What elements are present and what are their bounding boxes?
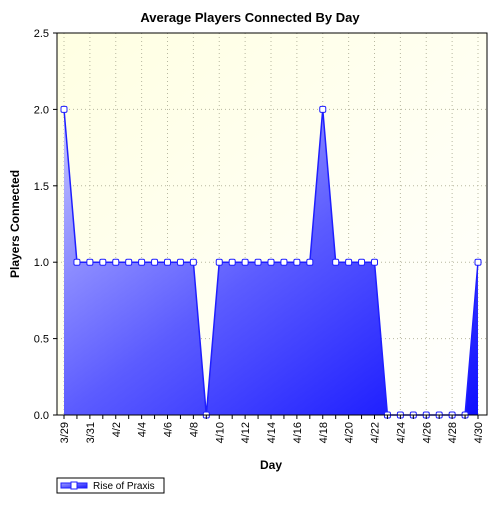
- data-point: [112, 258, 120, 266]
- data-point: [241, 258, 249, 266]
- x-tick-label: 4/12: [240, 422, 252, 443]
- data-point: [358, 258, 366, 266]
- plot-border: [56, 32, 488, 416]
- x-tick-label: 4/28: [447, 422, 459, 443]
- chart-title: Average Players Connected By Day: [140, 10, 360, 25]
- data-point: [189, 258, 197, 266]
- data-point: [371, 258, 378, 266]
- x-axis-ticks: 3/29 3/31 4/2 4/4 4/6 4/8 4/10 4/12 4/14 4/16 4/18…: [59, 415, 485, 443]
- x-tick-label: 3/29: [59, 422, 71, 443]
- x-tick-label: 4/14: [266, 422, 278, 443]
- x-tick-label: 4/26: [421, 422, 433, 443]
- x-tick-label: 4/10: [214, 422, 226, 443]
- data-point: [215, 258, 223, 266]
- x-tick-label: 4/4: [137, 422, 149, 437]
- data-point: [73, 258, 81, 266]
- x-tick-label: 4/20: [344, 422, 356, 443]
- x-tick-label: 3/31: [85, 422, 97, 443]
- legend: Rise of Praxis: [56, 477, 165, 494]
- y-tick-label: 0.0: [34, 410, 49, 422]
- x-axis-label: Day: [260, 458, 282, 472]
- legend-box: [56, 477, 165, 494]
- x-tick-label: 4/16: [292, 422, 304, 443]
- x-tick-label: 4/2: [111, 422, 123, 437]
- legend-label: Rise of Praxis: [93, 481, 155, 492]
- data-point: [164, 258, 171, 266]
- x-tick-label: 4/8: [188, 422, 200, 437]
- data-point: [228, 258, 236, 266]
- y-tick-label: 1.5: [34, 181, 49, 193]
- data-point: [138, 258, 146, 266]
- data-point: [254, 258, 262, 266]
- y-tick-label: 0.5: [34, 334, 49, 346]
- data-point: [60, 105, 68, 113]
- y-axis-label: Players Connected: [8, 170, 22, 278]
- data-point: [151, 258, 159, 266]
- data-point: [306, 258, 314, 266]
- data-point: [267, 258, 275, 266]
- x-tick-label: 4/30: [473, 422, 485, 443]
- data-point: [86, 258, 94, 266]
- series-marker-layer: [60, 105, 482, 419]
- data-point: [474, 258, 482, 266]
- data-point: [332, 258, 340, 266]
- x-tick-label: 4/18: [318, 422, 330, 443]
- y-axis-ticks: 0.0 0.5 1.0 1.5 2.0 2.5: [34, 28, 57, 422]
- data-point: [345, 258, 353, 266]
- data-point: [99, 258, 107, 266]
- x-tick-label: 4/24: [395, 422, 407, 443]
- data-point: [125, 258, 133, 266]
- data-point: [176, 258, 184, 266]
- x-tick-label: 4/22: [370, 422, 382, 443]
- y-tick-label: 2.5: [34, 28, 49, 40]
- data-point: [319, 105, 327, 113]
- y-tick-label: 1.0: [34, 257, 49, 269]
- data-point: [280, 258, 288, 266]
- x-tick-label: 4/6: [163, 422, 175, 437]
- legend-marker: [70, 481, 78, 490]
- data-point: [293, 258, 301, 266]
- y-tick-label: 2.0: [34, 104, 49, 116]
